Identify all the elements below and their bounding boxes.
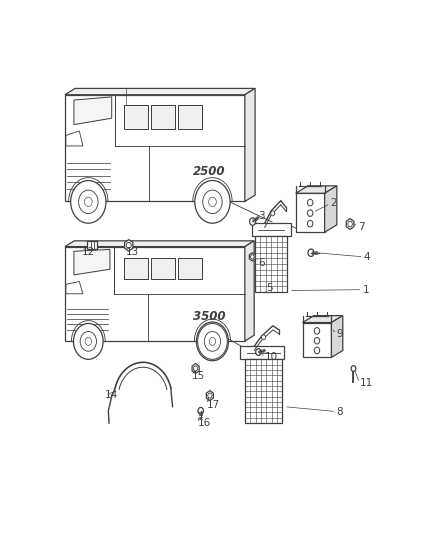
Circle shape <box>307 210 313 216</box>
Circle shape <box>308 249 314 256</box>
Text: 1: 1 <box>363 285 369 295</box>
Polygon shape <box>296 193 325 232</box>
Circle shape <box>271 211 275 216</box>
Text: 8: 8 <box>336 407 343 417</box>
Circle shape <box>78 190 98 214</box>
Polygon shape <box>296 186 337 193</box>
Circle shape <box>314 328 320 334</box>
Polygon shape <box>303 316 343 322</box>
Circle shape <box>80 332 96 351</box>
Circle shape <box>198 407 204 414</box>
Circle shape <box>314 337 320 344</box>
Text: 2500: 2500 <box>193 165 225 178</box>
Circle shape <box>208 393 212 398</box>
Text: 13: 13 <box>126 247 139 256</box>
Polygon shape <box>125 240 133 251</box>
Circle shape <box>261 335 265 340</box>
Circle shape <box>71 181 106 223</box>
Circle shape <box>256 349 261 356</box>
Circle shape <box>203 190 222 214</box>
Text: 11: 11 <box>360 378 373 388</box>
Text: 6: 6 <box>258 257 265 268</box>
Text: 7: 7 <box>358 222 364 232</box>
Circle shape <box>204 332 221 351</box>
Polygon shape <box>151 106 175 129</box>
Circle shape <box>74 324 103 359</box>
Polygon shape <box>206 391 213 400</box>
Text: 16: 16 <box>197 418 211 428</box>
Polygon shape <box>325 186 337 232</box>
Polygon shape <box>178 106 201 129</box>
Polygon shape <box>332 316 343 358</box>
Polygon shape <box>65 241 254 247</box>
Polygon shape <box>151 258 175 279</box>
Text: 3: 3 <box>258 211 265 221</box>
Polygon shape <box>178 258 201 279</box>
Circle shape <box>208 197 216 207</box>
Circle shape <box>198 324 227 359</box>
Polygon shape <box>87 241 97 249</box>
Polygon shape <box>65 95 245 201</box>
Circle shape <box>348 221 352 227</box>
Polygon shape <box>74 97 112 125</box>
Polygon shape <box>303 322 332 358</box>
Polygon shape <box>74 249 110 275</box>
Polygon shape <box>245 241 254 341</box>
Circle shape <box>209 337 216 345</box>
Text: 9: 9 <box>336 329 343 339</box>
Text: 5: 5 <box>266 284 272 294</box>
Text: 2: 2 <box>330 198 337 208</box>
Polygon shape <box>240 346 284 359</box>
Circle shape <box>314 347 320 354</box>
Circle shape <box>195 181 230 223</box>
Polygon shape <box>255 236 287 292</box>
Circle shape <box>85 197 92 207</box>
Circle shape <box>85 337 92 345</box>
Text: 14: 14 <box>105 390 118 400</box>
Text: 4: 4 <box>364 252 370 262</box>
Polygon shape <box>66 281 83 294</box>
Text: 12: 12 <box>82 247 95 256</box>
Polygon shape <box>65 247 245 341</box>
Polygon shape <box>124 258 148 279</box>
Circle shape <box>251 255 254 259</box>
Polygon shape <box>346 219 354 229</box>
Text: 3500: 3500 <box>193 310 225 323</box>
Circle shape <box>307 220 313 227</box>
Polygon shape <box>65 88 255 95</box>
Circle shape <box>307 199 313 206</box>
Polygon shape <box>192 364 199 374</box>
Text: 15: 15 <box>192 371 205 381</box>
Polygon shape <box>249 253 255 261</box>
Polygon shape <box>251 223 291 236</box>
Text: 17: 17 <box>206 400 220 409</box>
Polygon shape <box>124 106 148 129</box>
Circle shape <box>196 322 229 361</box>
Circle shape <box>250 218 256 225</box>
Polygon shape <box>66 131 83 146</box>
Circle shape <box>351 366 356 372</box>
Text: 10: 10 <box>265 352 278 362</box>
Polygon shape <box>245 88 255 201</box>
Circle shape <box>194 366 198 371</box>
Polygon shape <box>245 359 282 423</box>
Circle shape <box>126 243 131 248</box>
